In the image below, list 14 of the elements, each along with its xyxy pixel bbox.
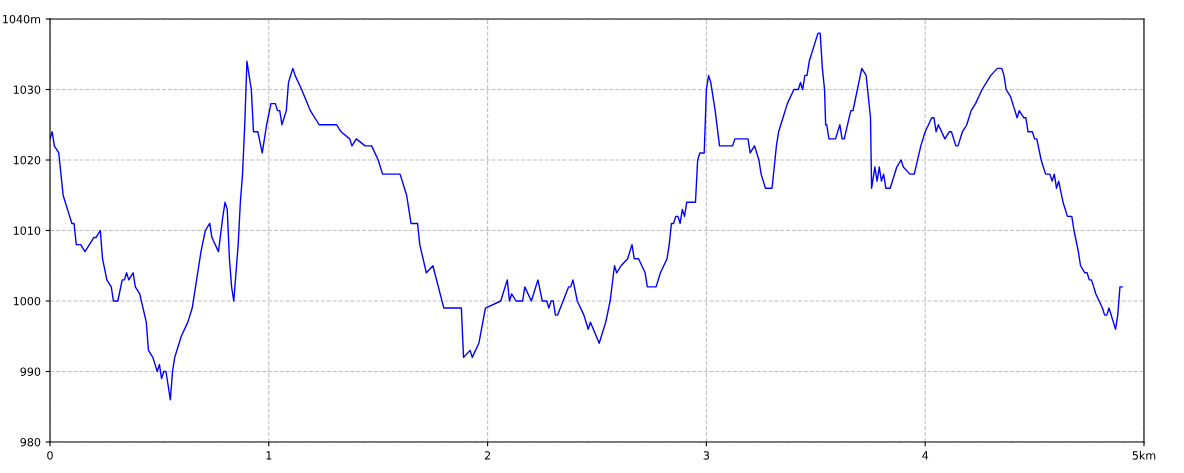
y-tick-label: 1000 xyxy=(13,296,41,306)
line-series xyxy=(50,32,1123,401)
y-tick-label: 990 xyxy=(20,367,41,376)
x-tick-label: 2 xyxy=(484,451,491,460)
y-tick-label: 1010 xyxy=(13,226,41,235)
y-tick-label: 1030 xyxy=(13,85,41,94)
x-tick-label: 1 xyxy=(266,451,272,460)
y-tick-label: 980 xyxy=(20,437,41,447)
x-tick-label: 4 xyxy=(922,451,929,460)
x-tick-label: 5km xyxy=(1132,451,1156,460)
x-tick-label: 3 xyxy=(703,451,710,460)
y-tick-label: 1020 xyxy=(13,155,41,165)
x-tick-label: 0 xyxy=(47,451,53,460)
y-tick-label: 1040m xyxy=(3,14,41,24)
